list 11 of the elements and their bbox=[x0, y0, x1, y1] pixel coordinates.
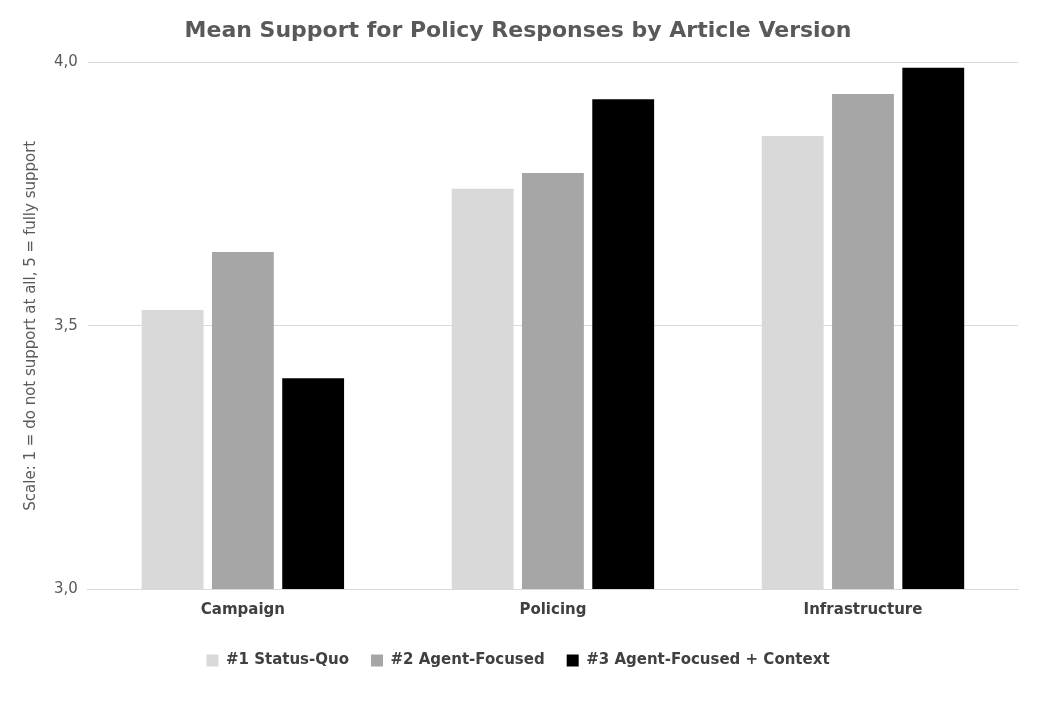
chart-title: Mean Support for Policy Responses by Article Version bbox=[184, 16, 852, 42]
y-axis-title: Scale: 1 = do not support at all, 5 = fully support bbox=[20, 140, 39, 511]
legend-label: #2 Agent-Focused bbox=[390, 650, 545, 669]
y-tick-label: 4,0 bbox=[54, 52, 78, 71]
x-tick-label: Infrastructure bbox=[803, 599, 923, 618]
x-tick-label: Policing bbox=[519, 599, 587, 618]
legend-label: #1 Status-Quo bbox=[225, 650, 350, 669]
x-tick-label: Campaign bbox=[200, 599, 285, 618]
y-tick-label: 3,5 bbox=[54, 315, 78, 334]
legend-label: #3 Agent-Focused + Context bbox=[586, 650, 830, 669]
y-tick-label: 3,0 bbox=[54, 578, 78, 597]
